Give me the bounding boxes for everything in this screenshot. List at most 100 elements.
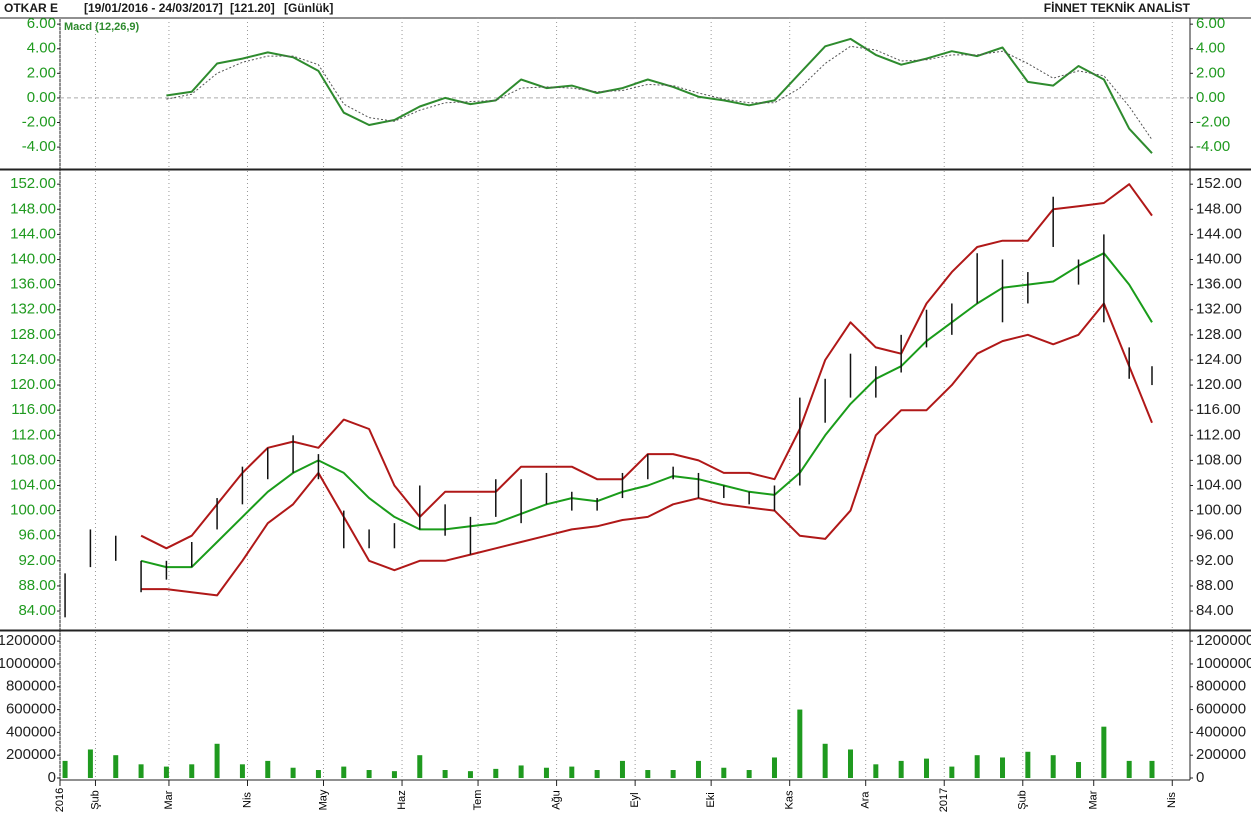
- volume-bar: [695, 760, 701, 779]
- y-tick-label: 200000: [6, 746, 56, 763]
- x-tick-label: Ara: [860, 791, 872, 809]
- y-tick-label: 132.00: [10, 301, 56, 318]
- series-line: [166, 37, 1153, 154]
- y-tick-label: 2.00: [1196, 64, 1225, 81]
- volume-bar: [873, 764, 879, 779]
- volume-bar: [1149, 760, 1155, 779]
- y-tick-label: 0: [48, 769, 56, 786]
- y-tick-label: 104.00: [1196, 476, 1242, 493]
- volume-bar: [366, 770, 372, 779]
- volume-bar: [1076, 762, 1082, 779]
- y-tick-label: 2.00: [27, 64, 56, 81]
- y-tick-label: 0: [1196, 769, 1204, 786]
- y-tick-label: 200000: [1196, 746, 1246, 763]
- volume-bar: [518, 765, 524, 779]
- y-tick-label: -2.00: [22, 113, 56, 130]
- volume-bar: [822, 743, 828, 779]
- y-tick-label: 0.00: [1196, 89, 1225, 106]
- y-tick-label: 1200000: [0, 632, 56, 649]
- y-tick-label: 88.00: [18, 577, 56, 594]
- x-tick-label: Eki: [705, 792, 717, 807]
- x-tick-label: Nis: [1166, 792, 1178, 808]
- date-range: [19/01/2016 - 24/03/2017]: [84, 1, 223, 15]
- y-tick-label: 100.00: [10, 502, 56, 519]
- volume-bar: [290, 767, 296, 779]
- y-tick-label: 124.00: [10, 351, 56, 368]
- volume-bar: [594, 770, 600, 779]
- volume-bar: [1126, 760, 1132, 779]
- volume-bar: [341, 766, 347, 779]
- y-tick-label: -2.00: [1196, 113, 1230, 130]
- series-line: [166, 45, 1153, 140]
- volume-bar: [163, 766, 169, 779]
- x-tick-label: Kas: [784, 790, 796, 809]
- volume-bar: [670, 770, 676, 779]
- volume-bar: [1101, 726, 1107, 779]
- volume-bar: [746, 770, 752, 779]
- y-tick-label: 116.00: [11, 401, 56, 418]
- volume-bar: [974, 755, 980, 779]
- volume-bar: [214, 743, 220, 779]
- series-line: [140, 183, 1153, 550]
- y-tick-label: 144.00: [1196, 225, 1242, 242]
- volume-bar: [924, 758, 930, 779]
- volume-bar: [847, 749, 853, 779]
- y-tick-label: 84.00: [18, 602, 56, 619]
- x-tick-label: Şub: [1017, 790, 1029, 810]
- x-tick-label: Eyl: [629, 792, 641, 807]
- y-tick-label: 400000: [6, 723, 56, 740]
- y-tick-label: 1000000: [1196, 655, 1251, 672]
- x-tick-label: Nis: [241, 792, 253, 808]
- volume-bar: [417, 755, 423, 779]
- y-tick-label: 132.00: [1196, 301, 1242, 318]
- volume-bar: [315, 770, 321, 779]
- y-tick-label: 148.00: [1196, 200, 1242, 217]
- x-tick-label: Mar: [163, 790, 175, 809]
- y-tick-label: 128.00: [10, 326, 56, 343]
- x-tick-label: 2016: [54, 788, 66, 812]
- legend-entry: Macd (12,26,9): [64, 21, 140, 33]
- y-tick-label: 92.00: [1196, 552, 1234, 569]
- volume-bar: [239, 764, 245, 779]
- y-tick-label: 84.00: [1196, 602, 1234, 619]
- x-tick-label: 2017: [938, 788, 950, 812]
- y-tick-label: 96.00: [1196, 527, 1234, 544]
- period: [Günlük]: [284, 1, 333, 15]
- x-tick-label: Ağu: [550, 790, 562, 810]
- y-tick-label: 1200000: [1196, 632, 1251, 649]
- y-tick-label: 116.00: [1196, 401, 1241, 418]
- y-tick-label: 600000: [6, 701, 56, 718]
- x-tick-label: Tem: [472, 790, 484, 811]
- y-tick-label: 128.00: [1196, 326, 1242, 343]
- x-tick-label: May: [317, 789, 329, 810]
- y-tick-label: 800000: [6, 678, 56, 695]
- volume-bar: [771, 757, 777, 779]
- y-tick-label: 600000: [1196, 701, 1246, 718]
- y-tick-label: 112.00: [1196, 426, 1241, 443]
- volume-bar: [467, 771, 473, 779]
- volume-bar: [543, 767, 549, 779]
- y-tick-label: 120.00: [10, 376, 56, 393]
- volume-bar: [391, 771, 397, 779]
- y-tick-label: 124.00: [1196, 351, 1242, 368]
- volume-bar: [265, 760, 271, 779]
- volume-bar: [797, 709, 803, 779]
- series-line: [140, 252, 1153, 569]
- brand: FİNNET TEKNİK ANALİST: [1044, 0, 1191, 15]
- x-tick-label: Mar: [1088, 790, 1100, 809]
- y-tick-label: 1000000: [0, 655, 56, 672]
- y-tick-label: 108.00: [1196, 451, 1242, 468]
- y-tick-label: 104.00: [10, 476, 56, 493]
- volume-bar: [898, 760, 904, 779]
- y-tick-label: 140.00: [1196, 250, 1242, 267]
- volume-bar: [645, 770, 651, 779]
- y-tick-label: 88.00: [1196, 577, 1234, 594]
- symbol: OTKAR E: [4, 1, 58, 15]
- y-tick-label: -4.00: [22, 138, 56, 155]
- volume-bar: [442, 770, 448, 779]
- y-tick-label: 800000: [1196, 678, 1246, 695]
- x-tick-label: Şub: [89, 790, 101, 810]
- volume-bar: [113, 755, 119, 779]
- y-tick-label: 136.00: [1196, 276, 1242, 293]
- volume-bar: [1025, 751, 1031, 779]
